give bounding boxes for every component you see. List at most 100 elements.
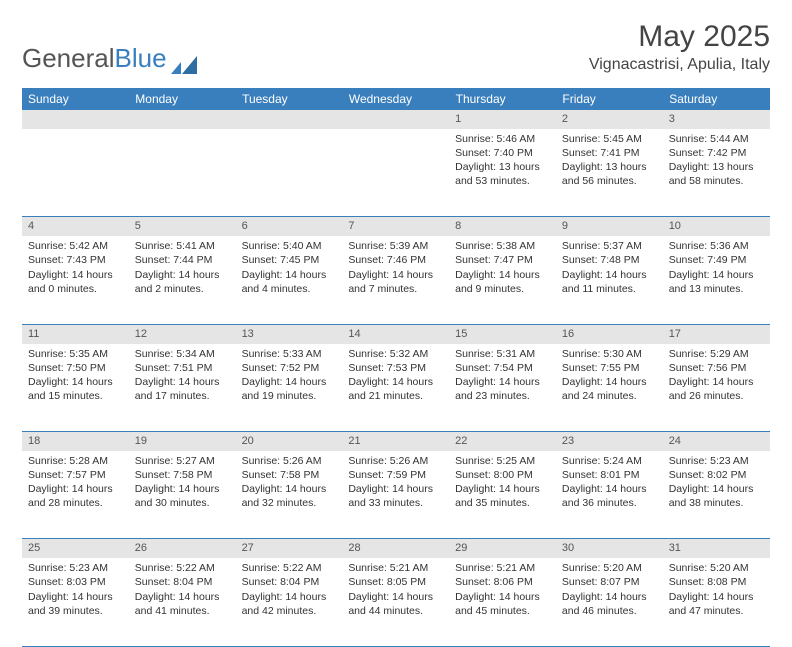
header: GeneralBlue May 2025 Vignacastrisi, Apul…: [0, 0, 792, 80]
day-cell: [236, 129, 343, 217]
page-title: May 2025: [589, 20, 770, 54]
sunset-text: Sunset: 8:04 PM: [242, 575, 337, 589]
day-cell: Sunrise: 5:37 AMSunset: 7:48 PMDaylight:…: [556, 236, 663, 324]
day-number: 19: [129, 432, 236, 451]
day-number: 12: [129, 324, 236, 343]
daylight-text: Daylight: 14 hours and 26 minutes.: [669, 375, 764, 403]
day-cell: Sunrise: 5:20 AMSunset: 8:07 PMDaylight:…: [556, 558, 663, 646]
day-cell: [342, 129, 449, 217]
data-row: Sunrise: 5:46 AMSunset: 7:40 PMDaylight:…: [22, 129, 770, 217]
sunset-text: Sunset: 8:03 PM: [28, 575, 123, 589]
day-number: 14: [342, 324, 449, 343]
logo-text-2: Blue: [115, 43, 167, 74]
sunset-text: Sunset: 7:51 PM: [135, 361, 230, 375]
sunrise-text: Sunrise: 5:21 AM: [455, 561, 550, 575]
sunset-text: Sunset: 7:48 PM: [562, 253, 657, 267]
daylight-text: Daylight: 14 hours and 33 minutes.: [348, 482, 443, 510]
sunrise-text: Sunrise: 5:25 AM: [455, 454, 550, 468]
sunset-text: Sunset: 7:43 PM: [28, 253, 123, 267]
data-row: Sunrise: 5:35 AMSunset: 7:50 PMDaylight:…: [22, 344, 770, 432]
daylight-text: Daylight: 14 hours and 45 minutes.: [455, 590, 550, 618]
sunset-text: Sunset: 7:46 PM: [348, 253, 443, 267]
daynum-row: 123: [22, 110, 770, 129]
logo-text-1: General: [22, 43, 115, 74]
day-number: 28: [342, 539, 449, 558]
sunset-text: Sunset: 7:57 PM: [28, 468, 123, 482]
sunrise-text: Sunrise: 5:21 AM: [348, 561, 443, 575]
day-cell: Sunrise: 5:26 AMSunset: 7:58 PMDaylight:…: [236, 451, 343, 539]
day-cell: Sunrise: 5:39 AMSunset: 7:46 PMDaylight:…: [342, 236, 449, 324]
sunrise-text: Sunrise: 5:28 AM: [28, 454, 123, 468]
day-cell: Sunrise: 5:36 AMSunset: 7:49 PMDaylight:…: [663, 236, 770, 324]
day-number: 21: [342, 432, 449, 451]
day-header: Wednesday: [342, 88, 449, 110]
sunset-text: Sunset: 7:49 PM: [669, 253, 764, 267]
day-number: 7: [342, 217, 449, 236]
sunset-text: Sunset: 8:05 PM: [348, 575, 443, 589]
day-cell: Sunrise: 5:21 AMSunset: 8:06 PMDaylight:…: [449, 558, 556, 646]
day-number: [342, 110, 449, 129]
day-number: 5: [129, 217, 236, 236]
sunrise-text: Sunrise: 5:36 AM: [669, 239, 764, 253]
sunset-text: Sunset: 7:52 PM: [242, 361, 337, 375]
title-block: May 2025 Vignacastrisi, Apulia, Italy: [589, 20, 770, 74]
day-number: 10: [663, 217, 770, 236]
sunset-text: Sunset: 8:06 PM: [455, 575, 550, 589]
day-number: 9: [556, 217, 663, 236]
day-number: 29: [449, 539, 556, 558]
daylight-text: Daylight: 14 hours and 24 minutes.: [562, 375, 657, 403]
sunrise-text: Sunrise: 5:20 AM: [669, 561, 764, 575]
sunrise-text: Sunrise: 5:27 AM: [135, 454, 230, 468]
day-cell: Sunrise: 5:27 AMSunset: 7:58 PMDaylight:…: [129, 451, 236, 539]
day-header: Sunday: [22, 88, 129, 110]
data-row: Sunrise: 5:28 AMSunset: 7:57 PMDaylight:…: [22, 451, 770, 539]
sunset-text: Sunset: 8:04 PM: [135, 575, 230, 589]
logo-icon: [171, 50, 197, 68]
daylight-text: Daylight: 14 hours and 9 minutes.: [455, 268, 550, 296]
sunrise-text: Sunrise: 5:41 AM: [135, 239, 230, 253]
sunrise-text: Sunrise: 5:31 AM: [455, 347, 550, 361]
sunrise-text: Sunrise: 5:22 AM: [135, 561, 230, 575]
daylight-text: Daylight: 14 hours and 47 minutes.: [669, 590, 764, 618]
daylight-text: Daylight: 14 hours and 38 minutes.: [669, 482, 764, 510]
daylight-text: Daylight: 13 hours and 56 minutes.: [562, 160, 657, 188]
data-row: Sunrise: 5:23 AMSunset: 8:03 PMDaylight:…: [22, 558, 770, 646]
sunrise-text: Sunrise: 5:45 AM: [562, 132, 657, 146]
data-row: Sunrise: 5:42 AMSunset: 7:43 PMDaylight:…: [22, 236, 770, 324]
sunrise-text: Sunrise: 5:23 AM: [669, 454, 764, 468]
day-cell: Sunrise: 5:28 AMSunset: 7:57 PMDaylight:…: [22, 451, 129, 539]
day-cell: Sunrise: 5:38 AMSunset: 7:47 PMDaylight:…: [449, 236, 556, 324]
sunrise-text: Sunrise: 5:30 AM: [562, 347, 657, 361]
daylight-text: Daylight: 14 hours and 17 minutes.: [135, 375, 230, 403]
sunset-text: Sunset: 7:45 PM: [242, 253, 337, 267]
day-cell: Sunrise: 5:24 AMSunset: 8:01 PMDaylight:…: [556, 451, 663, 539]
day-cell: Sunrise: 5:42 AMSunset: 7:43 PMDaylight:…: [22, 236, 129, 324]
day-header: Thursday: [449, 88, 556, 110]
day-cell: Sunrise: 5:22 AMSunset: 8:04 PMDaylight:…: [236, 558, 343, 646]
daylight-text: Daylight: 14 hours and 32 minutes.: [242, 482, 337, 510]
day-header: Tuesday: [236, 88, 343, 110]
day-cell: Sunrise: 5:23 AMSunset: 8:02 PMDaylight:…: [663, 451, 770, 539]
sunset-text: Sunset: 7:47 PM: [455, 253, 550, 267]
day-number: [236, 110, 343, 129]
daynum-row: 11121314151617: [22, 324, 770, 343]
day-cell: Sunrise: 5:23 AMSunset: 8:03 PMDaylight:…: [22, 558, 129, 646]
daylight-text: Daylight: 14 hours and 4 minutes.: [242, 268, 337, 296]
daylight-text: Daylight: 14 hours and 28 minutes.: [28, 482, 123, 510]
day-cell: Sunrise: 5:32 AMSunset: 7:53 PMDaylight:…: [342, 344, 449, 432]
sunset-text: Sunset: 7:44 PM: [135, 253, 230, 267]
day-cell: Sunrise: 5:21 AMSunset: 8:05 PMDaylight:…: [342, 558, 449, 646]
day-cell: Sunrise: 5:41 AMSunset: 7:44 PMDaylight:…: [129, 236, 236, 324]
daylight-text: Daylight: 14 hours and 11 minutes.: [562, 268, 657, 296]
day-cell: Sunrise: 5:30 AMSunset: 7:55 PMDaylight:…: [556, 344, 663, 432]
sunset-text: Sunset: 7:55 PM: [562, 361, 657, 375]
sunset-text: Sunset: 7:41 PM: [562, 146, 657, 160]
day-cell: Sunrise: 5:40 AMSunset: 7:45 PMDaylight:…: [236, 236, 343, 324]
day-number: 4: [22, 217, 129, 236]
sunset-text: Sunset: 7:59 PM: [348, 468, 443, 482]
daylight-text: Daylight: 14 hours and 7 minutes.: [348, 268, 443, 296]
sunset-text: Sunset: 8:07 PM: [562, 575, 657, 589]
daylight-text: Daylight: 14 hours and 46 minutes.: [562, 590, 657, 618]
sunrise-text: Sunrise: 5:44 AM: [669, 132, 764, 146]
day-cell: Sunrise: 5:31 AMSunset: 7:54 PMDaylight:…: [449, 344, 556, 432]
